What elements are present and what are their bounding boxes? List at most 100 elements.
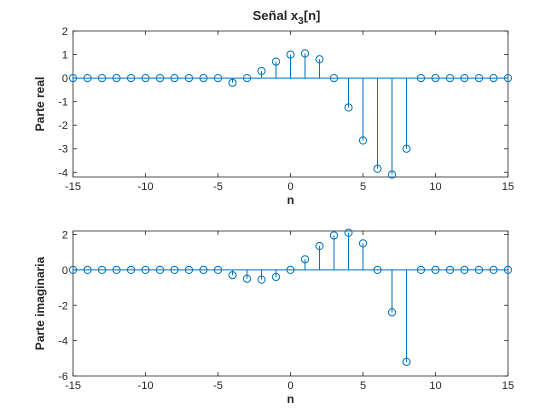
stem-marker bbox=[300, 49, 310, 58]
x-axis-label: n bbox=[287, 392, 294, 406]
stem-marker bbox=[97, 73, 107, 83]
y-axis-label: Parte imaginaria bbox=[33, 256, 47, 350]
stem-marker bbox=[170, 73, 179, 83]
x-tick-label: -10 bbox=[138, 380, 154, 392]
x-tick-label: 5 bbox=[360, 181, 366, 193]
y-tick-label: 1 bbox=[62, 50, 68, 62]
stem-marker bbox=[387, 170, 397, 179]
stem-marker bbox=[199, 73, 208, 83]
stem-marker bbox=[126, 73, 136, 83]
x-tick-label: -15 bbox=[65, 181, 81, 193]
stem-marker bbox=[141, 73, 150, 83]
stem-marker bbox=[373, 265, 382, 275]
y-axis-label: Parte real bbox=[33, 77, 47, 132]
x-axis-label: n bbox=[287, 193, 294, 207]
plot-area bbox=[72, 30, 509, 178]
stem-marker bbox=[402, 144, 411, 153]
stem-marker bbox=[68, 265, 78, 275]
y-tick-label: -4 bbox=[58, 336, 68, 348]
y-tick-label: -3 bbox=[58, 144, 68, 156]
stem-marker bbox=[286, 265, 295, 275]
stem-marker bbox=[431, 73, 440, 83]
stem-marker bbox=[373, 164, 382, 173]
x-tick-label: 5 bbox=[360, 380, 366, 392]
y-tick-label: 2 bbox=[62, 26, 68, 38]
chart-title-subscript: 3 bbox=[298, 16, 304, 27]
y-tick-label: -1 bbox=[58, 97, 68, 109]
stem-marker bbox=[155, 73, 165, 83]
stem-marker bbox=[489, 265, 498, 275]
stem-marker bbox=[257, 275, 266, 284]
stem-marker bbox=[402, 357, 411, 366]
stem-marker bbox=[503, 73, 513, 83]
y-tick-label: 0 bbox=[62, 265, 68, 277]
stem-marker bbox=[445, 265, 455, 275]
stem-marker bbox=[271, 57, 281, 66]
stem-marker bbox=[257, 66, 266, 76]
chart-title: Señal x3[n] bbox=[253, 8, 321, 27]
y-tick-label: -4 bbox=[58, 167, 68, 179]
x-tick-label: 10 bbox=[429, 380, 441, 392]
stem-marker bbox=[184, 73, 194, 83]
stem-marker bbox=[68, 73, 78, 83]
stem-marker bbox=[358, 239, 368, 248]
stem-marker bbox=[213, 73, 223, 83]
x-tick-label: 10 bbox=[429, 181, 441, 193]
stem-marker bbox=[170, 265, 179, 275]
x-tick-label: -5 bbox=[213, 380, 223, 392]
stem-marker bbox=[387, 308, 397, 317]
stem-marker bbox=[213, 265, 223, 275]
stem-marker bbox=[445, 73, 455, 83]
x-tick-label: 0 bbox=[287, 181, 293, 193]
plot-area bbox=[72, 230, 509, 377]
stem-marker bbox=[460, 265, 469, 275]
x-tick-label: 15 bbox=[502, 181, 514, 193]
stem-marker bbox=[315, 55, 324, 64]
subplot-imaginary-part: -15 -10 -5 0 5 10 15 -6 -4 -2 0 2 n Parte imaginaria bbox=[33, 228, 514, 406]
y-tick-label: -2 bbox=[58, 300, 68, 312]
stem-marker bbox=[329, 73, 339, 83]
stem-marker bbox=[474, 265, 484, 275]
stem-marker bbox=[474, 73, 484, 83]
stem-marker bbox=[184, 265, 194, 275]
x-tick-label: 15 bbox=[502, 380, 514, 392]
stem-marker bbox=[141, 265, 150, 275]
stem-marker bbox=[112, 73, 121, 83]
stem-marker bbox=[228, 271, 237, 280]
stem-marker bbox=[460, 73, 469, 83]
stem-marker bbox=[112, 265, 121, 275]
stem-marker bbox=[503, 265, 513, 275]
x-tick-label: -15 bbox=[65, 380, 81, 392]
stem-marker bbox=[329, 231, 339, 240]
stem-marker bbox=[315, 241, 324, 251]
stem-marker bbox=[83, 73, 92, 83]
stem-marker bbox=[344, 103, 353, 112]
stem-marker bbox=[416, 73, 426, 83]
stem-marker bbox=[271, 272, 281, 282]
chart-title-main: Señal x bbox=[253, 8, 299, 23]
stem-marker bbox=[97, 265, 107, 275]
stem-marker bbox=[228, 78, 237, 87]
x-tick-label: -5 bbox=[213, 181, 223, 193]
stem-marker bbox=[416, 265, 426, 275]
chart-title-tail: [n] bbox=[304, 8, 321, 23]
y-tick-label: -2 bbox=[58, 120, 68, 132]
stem-marker bbox=[489, 73, 498, 83]
stem-marker bbox=[199, 265, 208, 275]
y-tick-label: -6 bbox=[58, 371, 68, 383]
x-tick-label: -10 bbox=[138, 181, 154, 193]
stem-marker bbox=[155, 265, 165, 275]
stem-marker bbox=[344, 228, 353, 237]
stem-marker bbox=[126, 265, 136, 275]
y-tick-label: 0 bbox=[62, 73, 68, 85]
stem-marker bbox=[300, 255, 310, 264]
stem-marker bbox=[242, 73, 252, 83]
x-tick-label: 0 bbox=[287, 380, 293, 392]
stem-marker bbox=[83, 265, 92, 275]
y-tick-label: 2 bbox=[62, 230, 68, 242]
stem-marker bbox=[286, 50, 295, 59]
stem-marker bbox=[358, 136, 368, 145]
stem-marker bbox=[431, 265, 440, 275]
